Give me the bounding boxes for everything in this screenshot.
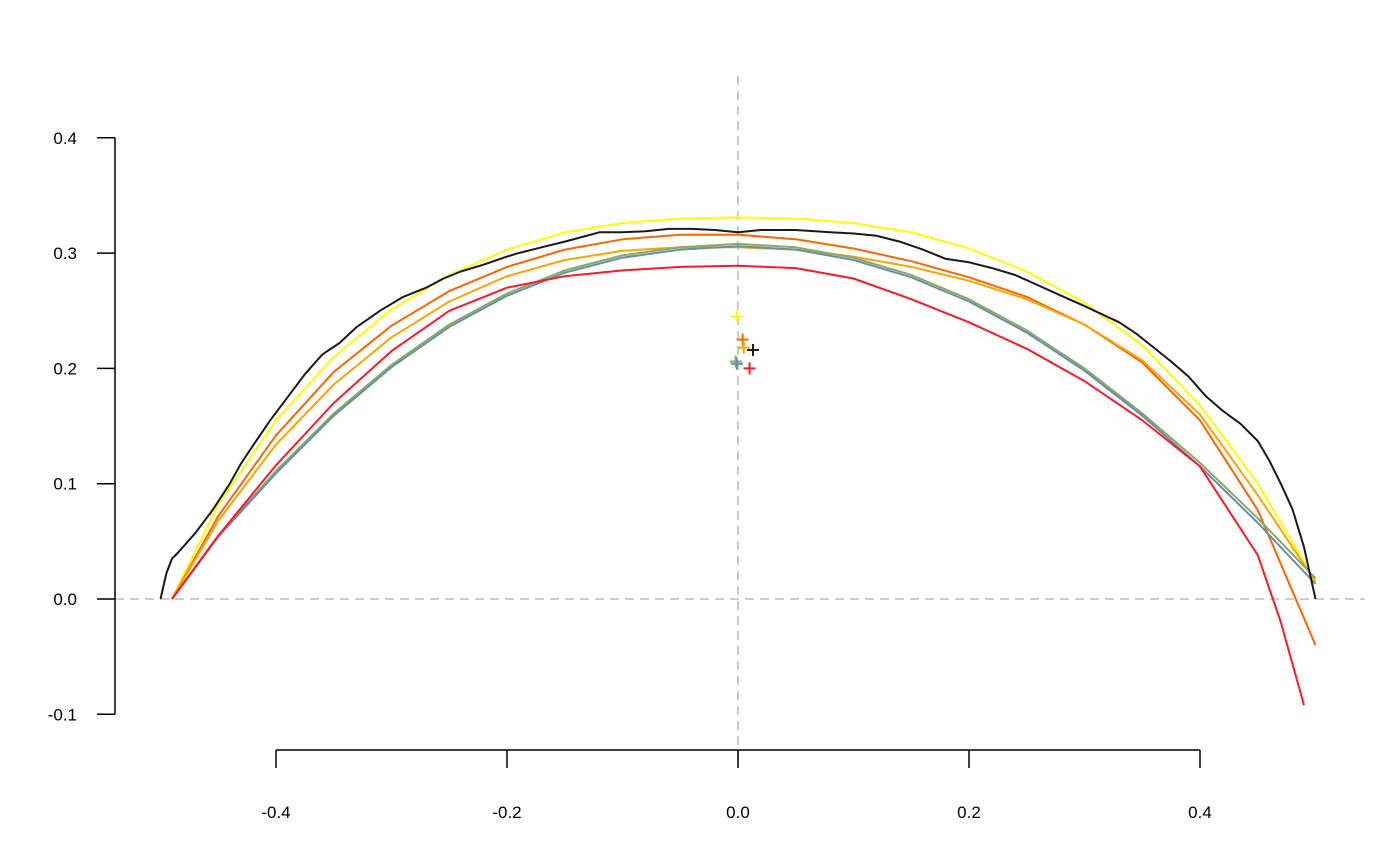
x-tick-label: 0.0 (726, 803, 750, 822)
centroid-markers (729, 310, 760, 375)
y-tick-label: 0.2 (53, 359, 77, 378)
x-tick-label: -0.2 (492, 803, 521, 822)
centroid-marker (730, 310, 743, 323)
y-tick-label: -0.1 (48, 705, 77, 724)
centroid-marker (743, 362, 756, 375)
y-tick-label: 0.4 (53, 129, 77, 148)
centroid-marker (737, 341, 750, 354)
reference-lines (115, 76, 1365, 760)
y-tick-label: 0.3 (53, 244, 77, 263)
x-tick-label: 0.4 (1188, 803, 1212, 822)
series-line (171, 264, 1305, 706)
series-line (171, 233, 1317, 646)
x-axis: -0.4 -0.2 0.0 0.2 0.4 (261, 749, 1212, 822)
centroid-marker (730, 357, 743, 370)
centroid-marker (736, 333, 749, 346)
centroid-marker (729, 355, 742, 368)
x-tick-label: 0.2 (957, 803, 981, 822)
curves (159, 216, 1317, 706)
series-line (171, 216, 1317, 600)
y-tick-label: 0.0 (53, 590, 77, 609)
y-axis: -0.1 0.0 0.1 0.2 0.3 0.4 (48, 129, 116, 724)
y-tick-label: 0.1 (53, 475, 77, 494)
series-line (171, 245, 1317, 600)
centroid-marker (747, 343, 760, 356)
empirical-line (159, 227, 1317, 600)
series-line (171, 246, 1317, 600)
series-line (171, 242, 1317, 600)
x-tick-label: -0.4 (261, 803, 290, 822)
